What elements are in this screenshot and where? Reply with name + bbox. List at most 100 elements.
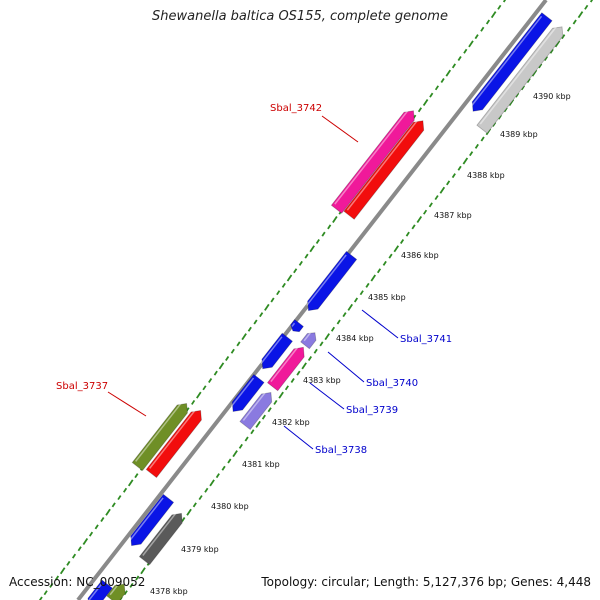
outer-tick-mark (127, 479, 134, 487)
inner-tick-mark (416, 216, 423, 224)
outer-tick-mark (315, 238, 320, 244)
inner-tick-mark (365, 282, 370, 288)
gene-feature-highlight (470, 15, 543, 107)
outer-tick-mark (474, 34, 479, 40)
gene-label: Sbal_3737 (56, 381, 108, 392)
outer-tick-mark (230, 348, 235, 354)
gene-feature-red (343, 120, 425, 220)
gene-callout-line (309, 382, 345, 410)
outer-tick-mark (457, 56, 462, 62)
gene-label: Sbal_3738 (315, 445, 367, 456)
gene-label: Sbal_3740 (366, 378, 418, 389)
gene-feature-highlight (149, 409, 196, 469)
gene-feature-olive (131, 403, 188, 472)
inner-tick-mark (319, 341, 324, 347)
gene-feature-highlight (135, 402, 182, 462)
inner-tick-mark (577, 11, 584, 19)
outer-tick-mark (123, 487, 128, 493)
genome-stats-text: Topology: circular; Length: 5,127,376 bp… (261, 575, 591, 589)
inner-tick-mark (296, 370, 301, 376)
outer-tick-mark (270, 297, 275, 303)
inner-tick-mark (307, 356, 313, 362)
inner-tick-mark (209, 479, 215, 487)
inner-tick-mark (198, 495, 203, 501)
inner-tick-mark (434, 195, 439, 201)
tick-label: 4380 kbp (211, 502, 249, 511)
outer-tick-mark (54, 575, 60, 581)
tick-label: 4383 kbp (303, 376, 341, 385)
inner-tick-mark (140, 567, 146, 575)
tick-label: 4381 kbp (242, 460, 280, 469)
tick-label: 4389 kbp (500, 130, 538, 139)
outer-tick-mark (264, 303, 270, 311)
outer-tick-mark (259, 312, 264, 318)
inner-tick-mark (474, 143, 479, 149)
inner-tick-mark (221, 465, 226, 471)
outer-tick-mark (276, 290, 281, 296)
gene-feature-highlight (346, 119, 419, 211)
outer-tick-mark (49, 582, 54, 588)
outer-tick-mark (434, 85, 440, 91)
outer-tick-mark (490, 11, 497, 19)
inner-tick-mark (399, 238, 405, 244)
outer-tick-mark (422, 98, 429, 106)
outer-tick-mark (71, 553, 77, 559)
inner-tick-mark (503, 107, 508, 113)
outer-tick-mark (298, 260, 303, 266)
tick-label: 4384 kbp (336, 334, 374, 343)
outer-tick-mark (480, 26, 485, 32)
inner-tick-mark (255, 420, 261, 428)
inner-tick-mark (480, 136, 485, 142)
outer-tick-mark (327, 224, 332, 230)
gene-feature-silver (476, 26, 564, 134)
inner-tick-mark (186, 508, 192, 516)
outer-tick-mark (332, 216, 338, 224)
outer-tick-mark (77, 546, 82, 552)
outer-tick-mark (236, 341, 241, 347)
inner-tick-mark (526, 77, 531, 83)
inner-tick-mark (589, 0, 594, 3)
gene-feature-pink (330, 110, 415, 214)
gene-feature-highlight (291, 322, 296, 327)
outer-tick-mark (463, 48, 468, 54)
gene-feature-highlight (260, 336, 283, 365)
gene-label: Sbal_3741 (400, 334, 452, 345)
outer-tick-mark (43, 590, 48, 596)
inner-tick-mark (405, 231, 410, 237)
tick-label: 4390 kbp (533, 92, 571, 101)
inner-tick-mark (215, 473, 220, 479)
outer-tick-mark (134, 473, 139, 479)
gene-feature-highlight (479, 25, 558, 125)
outer-tick-mark (82, 537, 89, 545)
gene-feature-blue (87, 579, 113, 600)
inner-tick-mark (244, 436, 249, 442)
outer-tick-mark (202, 385, 207, 391)
inner-tick-mark (428, 202, 433, 208)
outer-tick-mark (191, 399, 196, 405)
inner-tick-mark (267, 407, 272, 413)
outer-tick-mark (286, 274, 293, 282)
gene-feature-highlight (242, 391, 267, 421)
inner-tick-mark (261, 414, 266, 420)
inner-tick-mark (347, 303, 353, 311)
outer-tick-mark (502, 0, 507, 3)
tick-label: 4385 kbp (368, 293, 406, 302)
inner-tick-mark (376, 268, 382, 274)
outer-tick-mark (485, 19, 491, 25)
inner-tick-mark (250, 429, 255, 435)
inner-tick-mark (123, 590, 128, 596)
outer-tick-mark (304, 253, 309, 259)
gene-callout-line (107, 391, 147, 417)
outer-tick-mark (445, 69, 452, 77)
outer-tick-mark (451, 63, 457, 69)
inner-tick-mark (273, 399, 278, 405)
gene-feature-blue (290, 319, 304, 333)
inner-tick-mark (515, 92, 520, 98)
gene-label: Sbal_3742 (270, 103, 322, 114)
gene-feature-blue (130, 493, 175, 547)
tick-label: 4379 kbp (181, 545, 219, 554)
gene-feature-olive (106, 583, 126, 600)
tick-label: 4382 kbp (272, 418, 310, 427)
inner-tick-mark (584, 4, 589, 10)
gene-feature-darkgray (138, 512, 183, 566)
